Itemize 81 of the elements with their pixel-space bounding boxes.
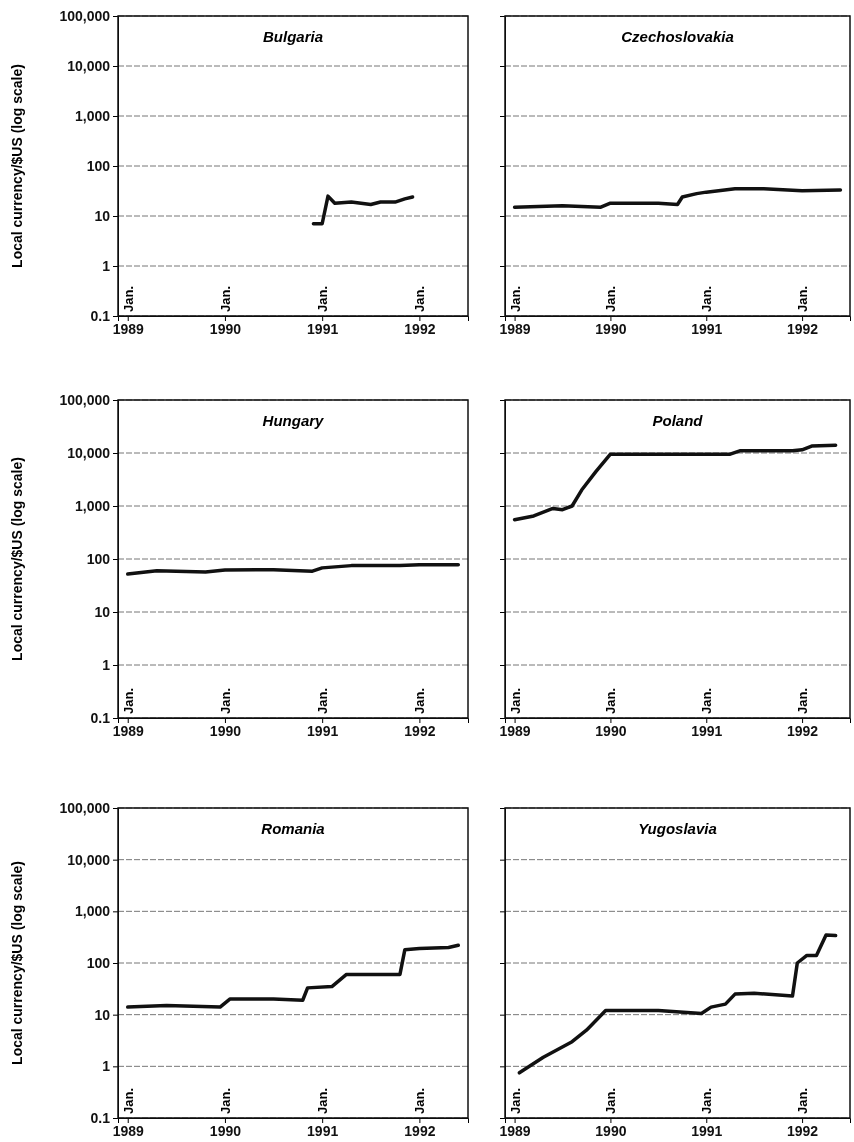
x-tick-label: 1992 [404, 1122, 436, 1139]
y-tick-label: 0.1 [90, 307, 111, 324]
x-tick-label: 1992 [787, 1122, 819, 1139]
line-series [125, 943, 461, 1009]
x-tick-label: 1990 [595, 320, 627, 337]
y-tick-label: 100,000 [59, 7, 111, 24]
x-tick-label: 1989 [112, 1122, 144, 1139]
annotation: Jan. [412, 687, 428, 714]
annotation: Jan. [120, 285, 136, 312]
y-tick-label: 100,000 [59, 799, 111, 816]
annotation: Jan. [217, 1087, 233, 1114]
x-tick-label: 1990 [209, 320, 242, 337]
annotation: Jan. [795, 1087, 811, 1114]
y-tick-label: 1,000 [74, 903, 111, 920]
y-tick-label: 0.1 [90, 709, 111, 726]
annotation: Jan. [507, 285, 523, 312]
text: Hungary [262, 412, 325, 429]
text: Poland [652, 412, 704, 429]
x-tick-label: 1990 [595, 722, 627, 739]
x-tick-label: 1990 [209, 722, 242, 739]
line-series [311, 194, 415, 226]
x-tick-label: 1991 [691, 320, 723, 337]
text: Czechoslovakia [621, 28, 734, 45]
y-tick-label: 10,000 [67, 444, 111, 461]
y-tick-label: 1,000 [74, 497, 111, 514]
annotation: Jan. [217, 285, 233, 312]
line-series [125, 562, 461, 576]
y-tick-label: 1 [102, 656, 111, 673]
y-axis-title: Local currency/$US (log scale) [9, 457, 25, 661]
annotation: Jan. [795, 285, 811, 312]
y-tick-label: 10 [94, 603, 111, 620]
annotation: Jan. [315, 687, 331, 714]
annotation: Jan. [795, 687, 811, 714]
x-tick-label: 1991 [307, 722, 339, 739]
y-tick-label: 0.1 [90, 1109, 111, 1126]
x-tick-label: 1989 [499, 320, 531, 337]
annotation: Jan. [603, 687, 619, 714]
text: Romania [261, 820, 325, 837]
y-tick-label: 10 [94, 207, 111, 224]
x-tick-label: 1991 [307, 1122, 339, 1139]
x-tick-label: 1992 [404, 722, 436, 739]
annotation: Jan. [699, 1087, 715, 1114]
annotation: Jan. [120, 687, 136, 714]
annotation: Jan. [315, 1087, 331, 1114]
y-axis-title: Local currency/$US (log scale) [9, 861, 25, 1065]
y-axis-title: Local currency/$US (log scale) [9, 64, 25, 268]
x-tick-label: 1990 [595, 1122, 627, 1139]
annotation: Jan. [120, 1087, 136, 1114]
y-tick-label: 1 [102, 1058, 111, 1075]
annotation: Jan. [412, 285, 428, 312]
annotation: Jan. [603, 285, 619, 312]
x-tick-label: 1991 [691, 1122, 723, 1139]
x-tick-label: 1992 [404, 320, 436, 337]
y-tick-label: 1 [102, 257, 111, 274]
y-tick-label: 100 [86, 550, 111, 567]
y-tick-label: 100 [86, 954, 111, 971]
x-tick-label: 1991 [691, 722, 723, 739]
annotation: Jan. [315, 285, 331, 312]
y-tick-label: 10,000 [67, 57, 111, 74]
annotation: Jan. [699, 687, 715, 714]
y-tick-label: 1,000 [74, 107, 111, 124]
x-tick-label: 1990 [209, 1122, 242, 1139]
text: Bulgaria [262, 28, 324, 45]
annotation: Jan. [412, 1087, 428, 1114]
x-tick-label: 1989 [112, 722, 144, 739]
x-tick-label: 1989 [499, 722, 531, 739]
x-tick-label: 1991 [307, 320, 339, 337]
y-tick-label: 100,000 [59, 391, 111, 408]
y-tick-label: 10,000 [67, 851, 111, 868]
y-tick-label: 10 [94, 1006, 111, 1023]
x-tick-label: 1989 [499, 1122, 531, 1139]
annotation: Jan. [699, 285, 715, 312]
x-tick-label: 1992 [787, 320, 819, 337]
annotation: Jan. [507, 1087, 523, 1114]
text: Yugoslavia [638, 820, 717, 837]
annotation: Jan. [507, 687, 523, 714]
annotation: Jan. [217, 687, 233, 714]
y-tick-label: 100 [86, 157, 111, 174]
x-tick-label: 1992 [787, 722, 819, 739]
annotation: Jan. [603, 1087, 619, 1114]
x-tick-label: 1989 [112, 320, 144, 337]
